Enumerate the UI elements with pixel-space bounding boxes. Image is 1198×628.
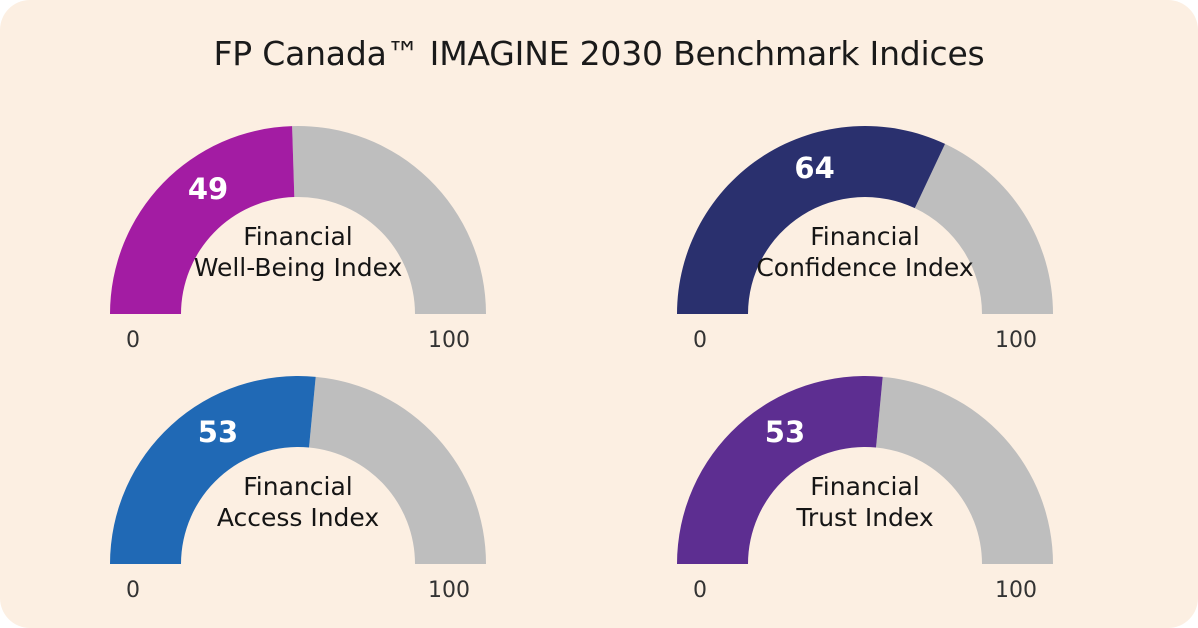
gauge-tick-min-well-being: 0	[126, 328, 140, 353]
gauge-tick-max-trust: 100	[995, 578, 1037, 603]
gauge-label-access: Financial Access Index	[216, 472, 380, 532]
gauge-tick-max-well-being: 100	[428, 328, 470, 353]
gauge-arc-trust	[677, 376, 1053, 564]
gauge-financial-access-index[interactable]: 53 Financial Access Index 0 100	[88, 354, 508, 604]
page-title: FP Canada™ IMAGINE 2030 Benchmark Indice…	[213, 34, 985, 73]
gauge-arc-access	[110, 376, 486, 564]
gauge-label-trust: Financial Trust Index	[796, 472, 934, 532]
gauge-financial-trust-index[interactable]: 53 Financial Trust Index 0 100	[655, 354, 1075, 604]
gauge-tick-min-access: 0	[126, 578, 140, 603]
gauge-value-trust: 53	[764, 415, 806, 450]
gauge-label-confidence: Financial Confidence Index	[756, 222, 974, 282]
gauge-value-confidence: 64	[794, 151, 835, 186]
gauge-arc-well-being	[110, 126, 486, 314]
gauge-tick-max-confidence: 100	[995, 328, 1037, 353]
gauge-label-well-being: Financial Well-Being Index	[193, 222, 403, 282]
gauge-arc-confidence	[677, 126, 1053, 314]
gauge-tick-min-confidence: 0	[693, 328, 707, 353]
gauge-grid: 49 Financial Well-Being Index 0 100 64 F…	[0, 100, 1198, 620]
gauge-financial-confidence-index[interactable]: 64 Financial Confidence Index 0 100	[655, 104, 1075, 354]
gauge-tick-min-trust: 0	[693, 578, 707, 603]
gauge-value-well-being: 49	[187, 171, 229, 206]
gauge-financial-well-being-index[interactable]: 49 Financial Well-Being Index 0 100	[88, 104, 508, 354]
gauge-value-access: 53	[197, 415, 239, 450]
gauge-tick-max-access: 100	[428, 578, 470, 603]
